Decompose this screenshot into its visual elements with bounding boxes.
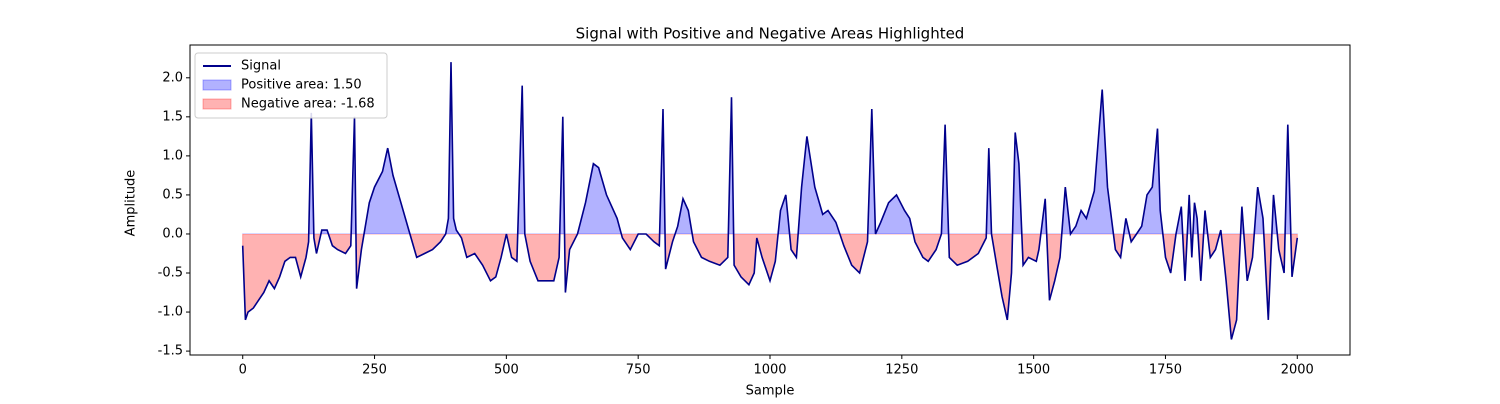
- x-tick-label: 1000: [753, 363, 786, 378]
- legend-patch: [202, 98, 232, 110]
- x-tick-label: 1750: [1149, 363, 1182, 378]
- y-tick-label: -0.5: [158, 266, 183, 281]
- legend-box: [194, 52, 388, 119]
- legend-patch: [202, 79, 232, 91]
- legend-label: Positive area: 1.50: [241, 78, 362, 93]
- y-axis-label: Amplitude: [124, 170, 139, 237]
- legend-label: Signal: [241, 59, 281, 74]
- x-tick-label: 750: [626, 363, 651, 378]
- y-tick-label: 1.0: [162, 148, 183, 163]
- x-axis-label: Sample: [746, 384, 795, 399]
- x-tick-label: 250: [362, 363, 387, 378]
- y-tick-label: -1.5: [158, 344, 183, 359]
- x-tick-label: 1500: [1017, 363, 1050, 378]
- x-tick-label: 500: [494, 363, 519, 378]
- chart-title: Signal with Positive and Negative Areas …: [576, 25, 965, 43]
- x-tick-label: 2000: [1281, 363, 1314, 378]
- signal-line: [241, 62, 1299, 340]
- x-tick-label: 0: [239, 363, 247, 378]
- legend-label: Negative area: -1.68: [241, 97, 375, 112]
- y-tick-label: 1.5: [162, 109, 183, 124]
- y-tick-label: 2.0: [162, 70, 183, 85]
- y-tick-label: 0.5: [162, 187, 183, 202]
- y-tick-label: -1.0: [158, 305, 183, 320]
- x-tick-label: 1250: [885, 363, 918, 378]
- y-tick-label: 0.0: [162, 226, 183, 241]
